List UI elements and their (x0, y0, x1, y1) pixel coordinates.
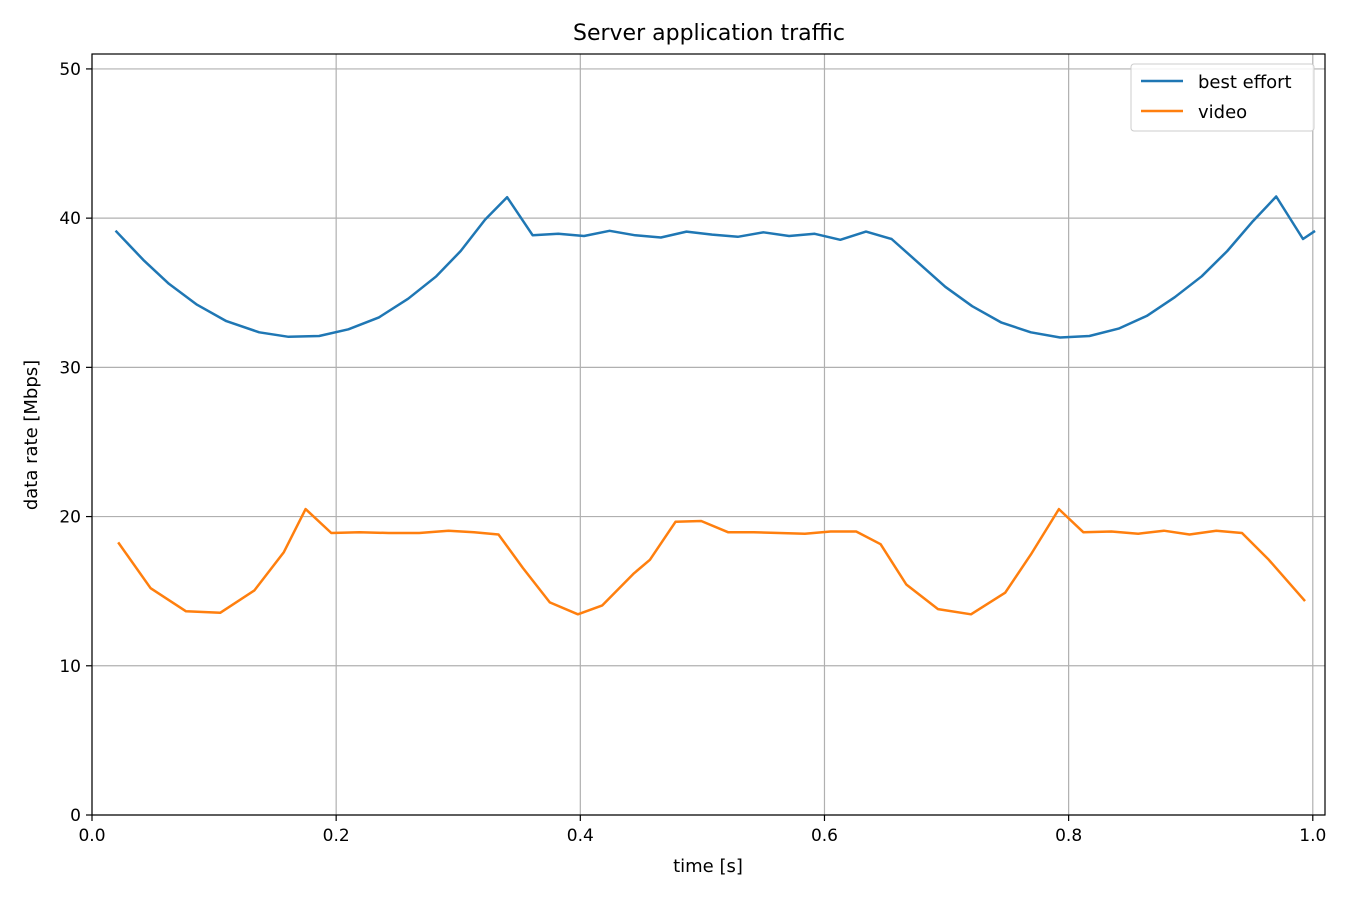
chart-title: Server application traffic (573, 21, 845, 46)
y-tick-label: 50 (59, 60, 81, 80)
x-tick-label: 0.0 (78, 826, 105, 846)
series-layer (114, 195, 1316, 616)
y-tick-label: 20 (59, 508, 81, 528)
x-tick-label: 1.0 (1299, 826, 1326, 846)
series-line-best-effort (114, 195, 1316, 339)
plot-area-frame (91, 53, 1326, 816)
y-tick-label: 0 (70, 806, 81, 826)
x-tick-label: 0.4 (567, 826, 594, 846)
y-axis-label: data rate [Mbps] (21, 360, 42, 510)
x-tick-label: 0.8 (1055, 826, 1082, 846)
legend-label-best-effort: best effort (1198, 72, 1292, 93)
y-tick-label: 30 (59, 358, 81, 378)
x-tick-label: 0.2 (323, 826, 350, 846)
tick-layer: 0.0 0.2 0.4 0.6 0.8 1.0 0 10 20 30 40 50 (59, 60, 1326, 846)
series-line-video (117, 507, 1306, 616)
legend-label-video: video (1198, 102, 1247, 123)
legend: best effort video (1130, 63, 1315, 132)
y-tick-label: 10 (59, 657, 81, 677)
x-tick-label: 0.6 (811, 826, 838, 846)
y-tick-label: 40 (59, 209, 81, 229)
x-axis-label: time [s] (673, 856, 743, 877)
